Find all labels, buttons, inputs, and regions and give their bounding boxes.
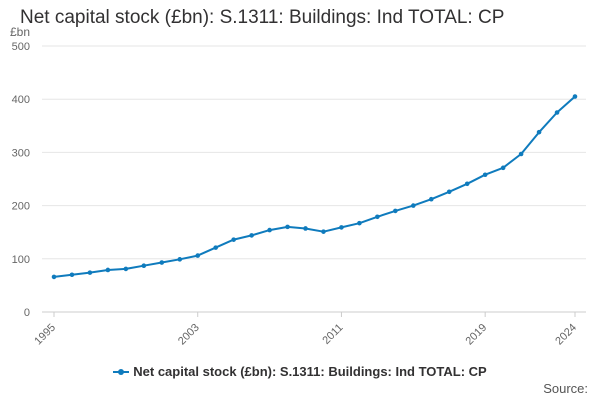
- data-point: [123, 266, 129, 272]
- series-line: [53, 95, 576, 278]
- legend: Net capital stock (£bn): S.1311: Buildin…: [0, 364, 600, 379]
- x-tick-label: 2024: [553, 322, 579, 348]
- data-point: [518, 151, 524, 157]
- y-tick-label: 100: [12, 254, 30, 266]
- data-point: [141, 263, 147, 269]
- axes: 0 100 200 300 400 500 £bn 1995 2003 2011 2019 2024: [10, 25, 586, 347]
- y-tick-label: 300: [12, 147, 30, 159]
- data-point: [267, 227, 272, 233]
- data-point: [69, 272, 75, 278]
- data-point: [285, 224, 290, 230]
- y-tick-label: 400: [12, 94, 30, 106]
- data-point: [339, 225, 344, 230]
- data-point: [105, 267, 111, 273]
- y-tick-label: 500: [12, 41, 30, 53]
- data-point: [321, 229, 326, 234]
- x-tick-label: 2019: [463, 322, 489, 348]
- data-point: [428, 196, 434, 202]
- data-point: [249, 233, 254, 238]
- data-point: [231, 237, 236, 242]
- x-tick-label: 2003: [176, 322, 202, 348]
- source-label: Source:: [543, 381, 588, 396]
- data-point: [500, 165, 506, 171]
- data-point: [177, 257, 183, 262]
- data-point: [411, 203, 416, 208]
- data-point: [375, 214, 380, 220]
- gridlines: [42, 45, 586, 260]
- data-point: [213, 245, 218, 250]
- data-point: [159, 260, 165, 265]
- data-point: [195, 253, 201, 258]
- legend-label: Net capital stock (£bn): S.1311: Buildin…: [133, 364, 487, 379]
- chart-title: Net capital stock (£bn): S.1311: Buildin…: [20, 7, 505, 28]
- legend-marker: [118, 368, 125, 375]
- data-point: [87, 270, 93, 275]
- data-point: [554, 110, 560, 115]
- series-group: [51, 94, 578, 280]
- data-point: [464, 181, 470, 187]
- y-tick-label: 200: [12, 201, 30, 213]
- data-point: [446, 189, 452, 195]
- data-point: [51, 274, 57, 280]
- legend-swatch: [113, 368, 130, 375]
- data-point: [303, 226, 308, 231]
- x-tick-label: 1995: [32, 322, 58, 348]
- data-point: [357, 220, 362, 226]
- data-point: [393, 208, 398, 214]
- y-axis-label: £bn: [10, 25, 30, 39]
- data-point: [572, 94, 578, 99]
- data-point: [536, 129, 542, 135]
- x-tick-label: 2011: [320, 322, 345, 347]
- y-tick-label: 0: [24, 307, 30, 319]
- data-point: [482, 172, 488, 178]
